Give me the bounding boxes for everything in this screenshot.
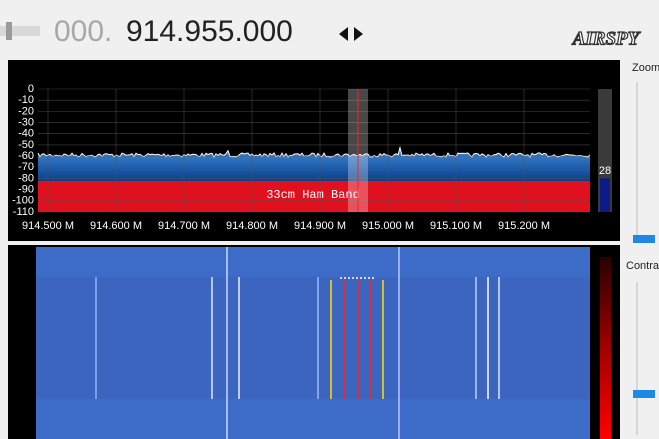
x-tick-label: 914.600 M <box>90 220 142 232</box>
y-tick-label: -100 <box>12 195 34 207</box>
band-plan <box>38 181 590 212</box>
y-tick-label: -60 <box>18 150 34 162</box>
x-tick-label: 915.200 M <box>498 220 550 232</box>
logo: AIRSPY <box>572 28 642 49</box>
y-tick-label: -90 <box>18 184 34 196</box>
y-tick-label: -30 <box>18 116 34 128</box>
level-bar <box>600 178 610 212</box>
x-tick-label: 914.500 M <box>22 220 74 232</box>
spectrum: 33cm Ham Band 0-10-20-30-40-50-60-70-80-9… <box>12 83 612 232</box>
y-tick-label: -40 <box>18 128 34 140</box>
sidebar <box>623 58 659 439</box>
y-tick-label: -50 <box>18 139 34 151</box>
x-tick-label: 915.100 M <box>430 220 482 232</box>
zoom-label: Zoom <box>632 62 659 74</box>
y-tick-label: -20 <box>18 105 34 117</box>
contrast-thumb[interactable] <box>633 390 655 398</box>
y-tick-label: -70 <box>18 161 34 173</box>
volume-thumb[interactable] <box>6 22 12 40</box>
x-tick-label: 915.000 M <box>362 220 414 232</box>
x-tick-label: 914.900 M <box>294 220 346 232</box>
top-bar <box>0 0 659 58</box>
x-tick-label: 914.700 M <box>158 220 210 232</box>
y-tick-label: -80 <box>18 172 34 184</box>
y-tick-label: -10 <box>18 94 34 106</box>
contrast-label: Contra <box>626 260 659 272</box>
zoom-thumb[interactable] <box>633 235 655 243</box>
band-label: 33cm Ham Band <box>266 188 360 202</box>
noise-trace <box>37 145 591 158</box>
frequency[interactable]: 914.955.000 <box>126 15 293 48</box>
spectrum-panel <box>8 60 620 241</box>
waterfall-noise <box>36 247 590 439</box>
x-tick-label: 914.800 M <box>226 220 278 232</box>
waterfall-lines <box>95 247 500 439</box>
waterfall-colorbar <box>600 257 611 439</box>
tune-arrows[interactable] <box>339 27 363 41</box>
y-tick-label: 0 <box>28 83 34 95</box>
volume-slider[interactable] <box>0 26 40 36</box>
y-tick-label: -110 <box>13 206 34 218</box>
frequency-prefix: 000. <box>54 15 112 48</box>
level-value: 28 <box>599 165 611 177</box>
